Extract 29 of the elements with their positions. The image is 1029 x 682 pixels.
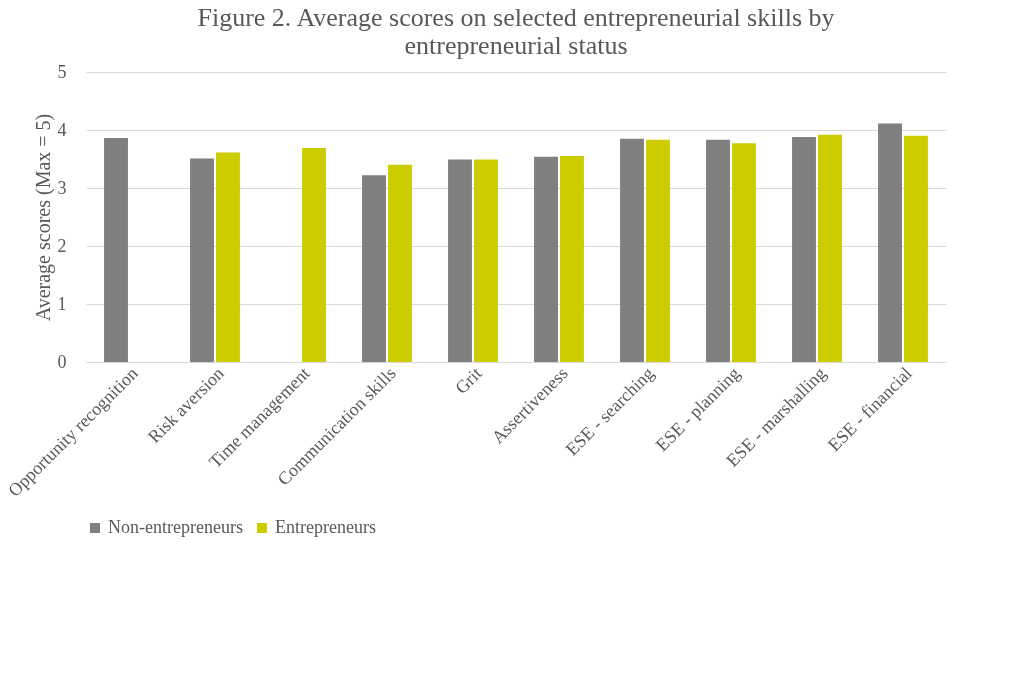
bar [534,156,558,362]
y-tick-label: 4 [57,119,67,140]
bar [560,156,584,362]
bar [792,136,816,362]
bar [104,138,128,362]
y-tick-label: 3 [57,177,67,198]
legend-label: Non-entrepreneurs [108,517,243,537]
x-tick-label: Grit [451,363,486,398]
bar [904,135,928,362]
bar [216,152,240,362]
bar [474,159,498,362]
legend-label: Entrepreneurs [275,517,376,537]
y-tick-label: 2 [57,235,67,256]
bar [362,175,386,362]
bar [646,139,670,362]
bar [388,164,412,362]
bar [818,134,842,362]
y-tick-label: 0 [57,351,67,372]
y-tick-label: 1 [57,293,67,314]
bar [706,139,730,362]
chart-title: Figure 2. Average scores on selected entrepreneurial skills by entrepreneurial status [197,3,835,60]
bar [190,158,214,362]
bar [302,147,326,362]
y-tick-label: 5 [57,61,67,82]
bar [620,138,644,362]
bar [878,123,902,362]
bar [448,159,472,362]
bar [732,143,756,362]
y-axis-title: Average scores (Max = 5) [31,113,55,322]
